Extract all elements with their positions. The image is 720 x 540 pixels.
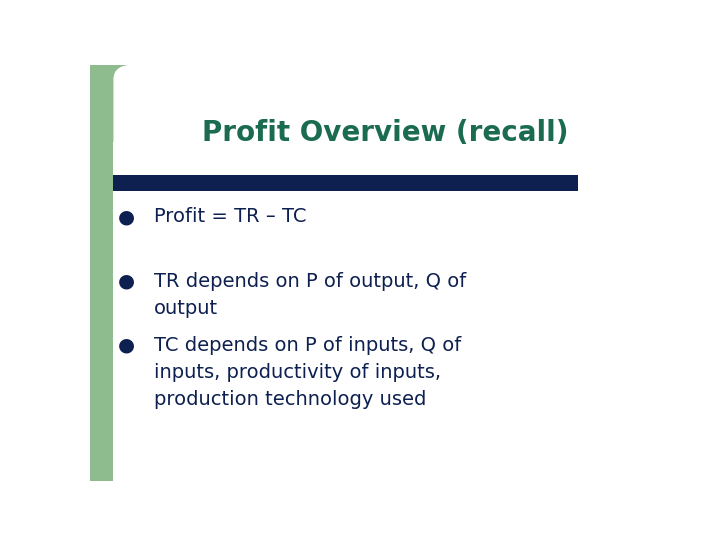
Text: TC depends on P of inputs, Q of: TC depends on P of inputs, Q of [154, 336, 462, 355]
Text: ●: ● [118, 336, 135, 355]
Text: inputs, productivity of inputs,: inputs, productivity of inputs, [154, 363, 441, 382]
Bar [90, 65, 114, 481]
Text: Profit Overview (recall): Profit Overview (recall) [202, 119, 569, 147]
Text: ●: ● [118, 272, 135, 291]
Text: production technology used: production technology used [154, 390, 426, 409]
FancyBboxPatch shape [114, 65, 648, 481]
Bar [90, 65, 176, 141]
Text: TR depends on P of output, Q of: TR depends on P of output, Q of [154, 272, 467, 291]
Text: ●: ● [118, 207, 135, 226]
Text: Profit = TR – TC: Profit = TR – TC [154, 207, 307, 226]
Text: output: output [154, 299, 218, 318]
Bar [114, 176, 578, 191]
